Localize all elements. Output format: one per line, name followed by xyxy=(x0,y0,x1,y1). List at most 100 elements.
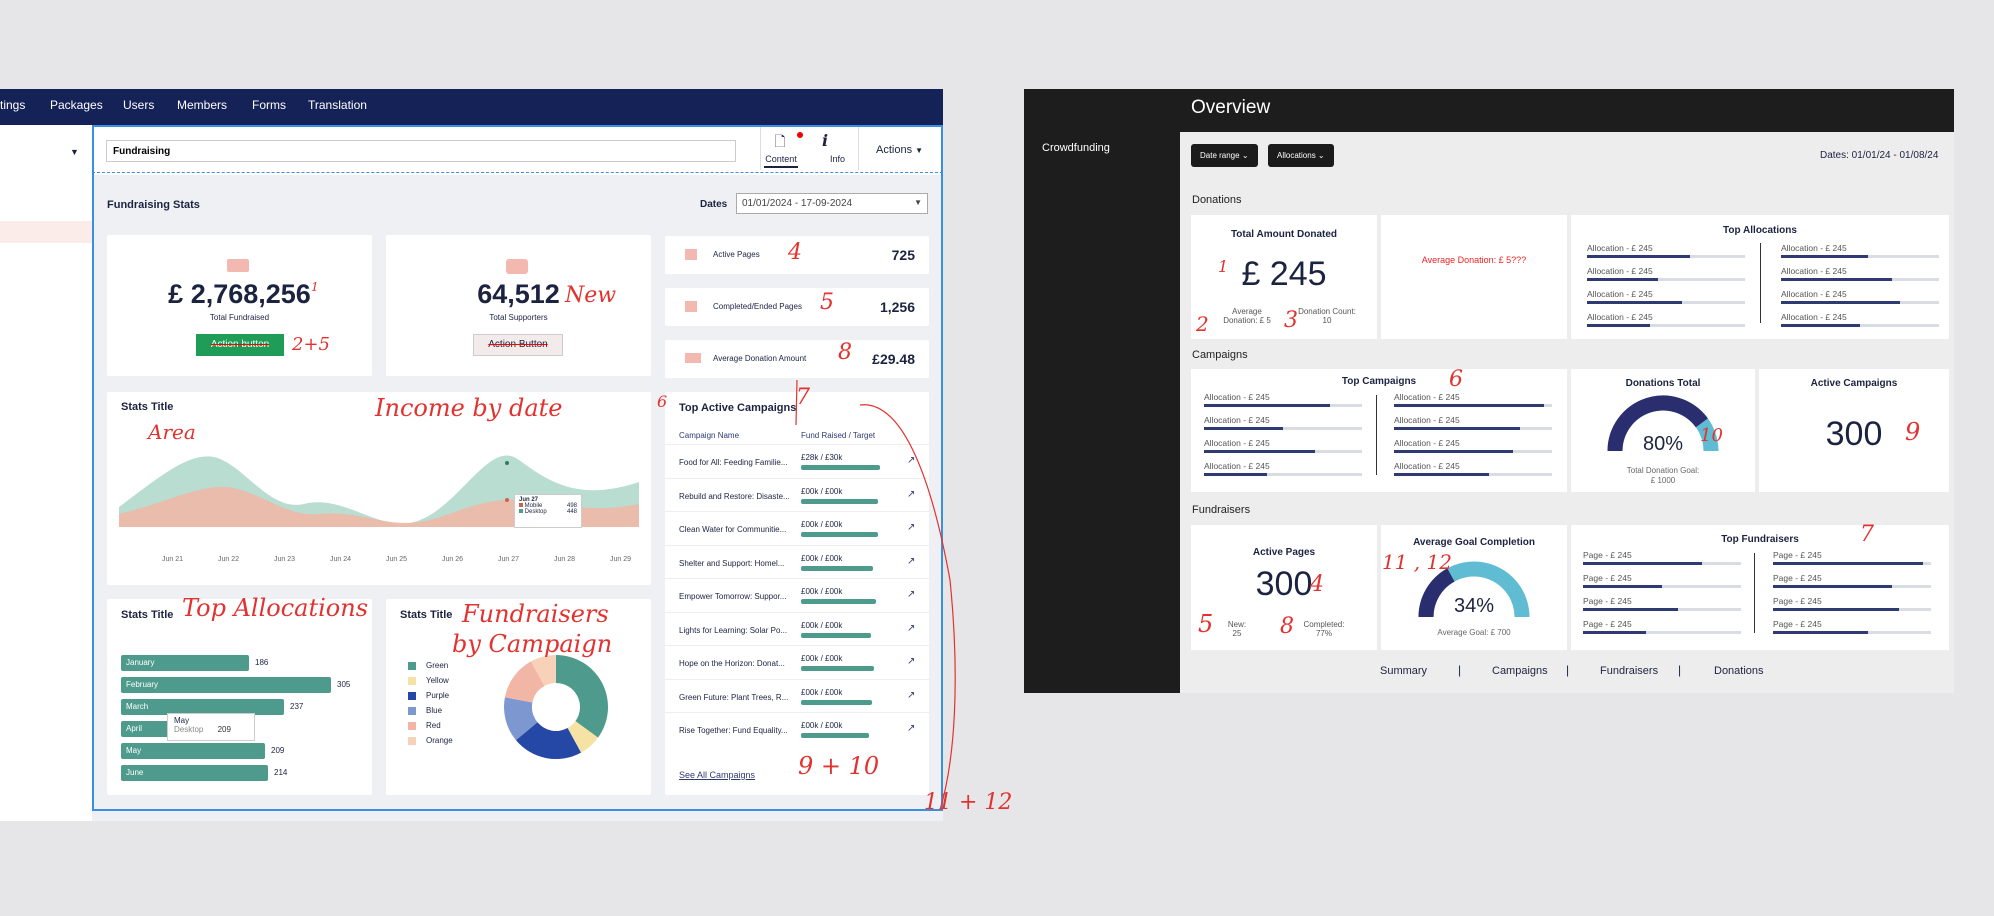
action-button-secondary[interactable]: Action Button xyxy=(473,334,563,356)
allocations-button[interactable]: Allocations ⌄ xyxy=(1268,144,1334,167)
donut-slice[interactable] xyxy=(504,661,545,703)
campaign-amount: £00k / £00k xyxy=(801,553,843,563)
date-range-button[interactable]: Date range ⌄ xyxy=(1191,144,1258,167)
footer-tab-donations[interactable]: Donations xyxy=(1714,665,1764,677)
divider xyxy=(92,172,943,173)
table-row[interactable]: Lights for Learning: Solar Po... £00k / … xyxy=(665,611,929,645)
donut-slice[interactable] xyxy=(530,655,556,686)
dates-select[interactable]: 01/01/2024 - 17-09-2024 ▼ xyxy=(736,193,928,214)
x-tick-label: Jun 28 xyxy=(554,556,576,563)
bar[interactable]: January xyxy=(121,655,249,671)
external-link-icon[interactable]: ↗ xyxy=(907,589,916,600)
divider xyxy=(1376,395,1377,475)
divider xyxy=(858,125,859,170)
table-row[interactable]: Rebuild and Restore: Disaste... £00k / £… xyxy=(665,477,929,511)
nav-item-translation[interactable]: Translation xyxy=(308,98,367,112)
list-item: Allocation - £ 245 xyxy=(1394,392,1552,407)
external-link-icon[interactable]: ↗ xyxy=(907,488,916,500)
top-fundraisers-card: Top Fundraisers Page - £ 245 Page - £ 245… xyxy=(1571,525,1949,650)
bar[interactable]: June xyxy=(121,765,268,781)
external-link-icon[interactable]: ↗ xyxy=(907,455,916,466)
card-title: Top Fundraisers xyxy=(1721,534,1799,545)
list-item: Page - £ 245 xyxy=(1773,596,1931,611)
donut-slice[interactable] xyxy=(515,722,582,759)
donut-slice[interactable] xyxy=(567,721,599,753)
external-link-icon[interactable]: ↗ xyxy=(907,522,916,533)
action-button[interactable]: Action button xyxy=(196,334,284,356)
tab-info[interactable]: Info xyxy=(830,154,846,164)
donut-slice[interactable] xyxy=(556,655,608,738)
external-link-icon[interactable]: ↗ xyxy=(907,689,916,701)
nav-item-users[interactable]: Users xyxy=(123,98,155,112)
gauge-value: 80% xyxy=(1642,433,1684,455)
external-link-icon[interactable]: ↗ xyxy=(907,555,916,567)
dates-label: Dates xyxy=(700,199,728,210)
campaign-name: Clean Water for Communitie... xyxy=(679,525,787,534)
table-row[interactable]: Green Future: Plant Trees, R... £00k / £… xyxy=(665,678,929,712)
footer-tab-summary[interactable]: Summary xyxy=(1380,665,1428,677)
nav-item-packages[interactable]: Packages xyxy=(50,98,103,112)
list-item: Allocation - £ 245 xyxy=(1204,461,1362,476)
dates-text: Dates: 01/01/24 - 01/08/24 xyxy=(1820,150,1939,161)
x-axis-labels: Jun 21 Jun 22 Jun 23 Jun 24 Jun 25 Jun 26 Jun … xyxy=(107,556,651,566)
table-row[interactable]: Empower Tomorrow: Suppor... £00k / £00k … xyxy=(665,578,929,611)
actions-button[interactable]: Actions ▼ xyxy=(876,144,924,156)
sidebar-selected-item[interactable] xyxy=(0,221,92,243)
list-item: Allocation - £ 245 xyxy=(1587,243,1745,258)
chevron-down-icon[interactable]: ▼ xyxy=(70,147,79,157)
divider xyxy=(1760,243,1761,323)
annotation: New xyxy=(565,283,617,308)
document-icon[interactable]: 🗋 xyxy=(774,133,786,149)
bar[interactable]: May xyxy=(121,743,265,759)
campaign-amount: £00k / £00k xyxy=(801,721,843,730)
nav-item-forms[interactable]: Forms xyxy=(252,98,286,112)
annotation: 11 + 12 xyxy=(924,790,1013,815)
list-item: Allocation - £ 245 xyxy=(1394,415,1552,430)
tooltip-row: Mobile 498 xyxy=(519,503,577,509)
campaign-amount: £00k / £00k xyxy=(801,654,843,663)
annotation: 3 xyxy=(1284,308,1298,333)
donut-slice[interactable] xyxy=(504,697,538,741)
footer-tab-campaigns[interactable]: Campaigns xyxy=(1492,665,1548,677)
item-label: Allocation - £ 245 xyxy=(1204,392,1270,402)
chart-title: Stats Title xyxy=(121,401,174,413)
area-chart xyxy=(119,455,639,527)
external-link-icon[interactable]: ↗ xyxy=(907,656,916,667)
table-row[interactable]: Food for All: Feeding Familie... £28k / … xyxy=(665,444,929,477)
bar[interactable]: April xyxy=(121,721,171,737)
table-row[interactable]: Clean Water for Communitie... £00k / £00… xyxy=(665,511,929,544)
table-row[interactable]: Hope on the Horizon: Donat... £00k / £00… xyxy=(665,645,929,678)
data-point xyxy=(505,498,509,502)
search-input[interactable] xyxy=(106,140,736,162)
table-row[interactable]: Shelter and Support: Homel... £00k / £00… xyxy=(665,544,929,578)
card-title: Top Allocations xyxy=(1723,225,1797,236)
bar[interactable]: March xyxy=(121,699,284,715)
total-donated-card: Total Amount Donated £ 245 Average Donat… xyxy=(1191,215,1377,339)
tab-content[interactable]: Content xyxy=(765,154,797,164)
completed-label: Completed: 77% xyxy=(1303,620,1345,638)
info-icon[interactable]: i xyxy=(822,131,829,150)
bar-value: 209 xyxy=(271,746,285,755)
x-tick-label: Jun 27 xyxy=(498,556,520,563)
table-row[interactable]: Rise Together: Fund Equality... £00k / £… xyxy=(665,712,929,745)
nav-item-settings[interactable]: tings xyxy=(0,98,26,112)
item-label: Allocation - £ 245 xyxy=(1781,266,1847,276)
item-label: Allocation - £ 245 xyxy=(1587,312,1653,322)
metric-card-completed-pages: Completed/Ended Pages 1,256 xyxy=(665,288,929,326)
legend-item: Yellow xyxy=(408,676,453,685)
see-all-campaigns-link[interactable]: See All Campaigns xyxy=(679,770,756,780)
list-item: Allocation - £ 245 xyxy=(1587,266,1745,281)
annotation: Area xyxy=(148,420,196,444)
nav-item-members[interactable]: Members xyxy=(177,98,228,112)
sidebar-item-crowdfunding[interactable]: Crowdfunding xyxy=(1042,142,1110,154)
list-item: Page - £ 245 xyxy=(1583,619,1741,634)
average-donation-card: Average Donation: £ 5??? xyxy=(1381,215,1567,339)
top-campaigns-card: Top Campaigns Allocation - £ 245 Allocati… xyxy=(1191,369,1567,492)
external-link-icon[interactable]: ↗ xyxy=(907,622,916,634)
item-label: Allocation - £ 245 xyxy=(1587,289,1653,299)
footer-tab-fundraisers[interactable]: Fundraisers xyxy=(1600,665,1659,677)
x-tick-label: Jun 22 xyxy=(218,556,240,563)
bar[interactable]: February xyxy=(121,677,331,693)
column-header: Campaign Name xyxy=(679,431,740,440)
external-link-icon[interactable]: ↗ xyxy=(907,723,916,734)
